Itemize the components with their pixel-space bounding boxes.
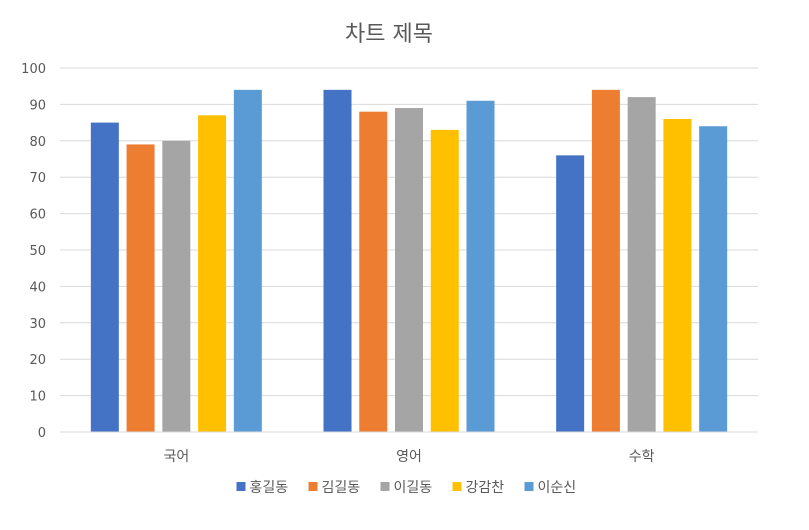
y-tick-label: 90 bbox=[29, 98, 46, 113]
x-category-label: 영어 bbox=[396, 449, 422, 465]
bar-2-2 bbox=[627, 97, 656, 433]
legend-label: 홍길동 bbox=[250, 480, 289, 496]
y-axis-tick-labels: 0 10 20 30 40 50 60 70 80 90 100 bbox=[21, 62, 46, 441]
bars bbox=[90, 89, 728, 433]
legend: 홍길동 김길동 이길동 강감찬 이순신 bbox=[236, 480, 577, 496]
legend-label: 이길동 bbox=[394, 480, 433, 496]
bar-2-3 bbox=[663, 118, 692, 433]
bar-2-0 bbox=[556, 155, 585, 433]
y-tick-label: 10 bbox=[29, 390, 46, 405]
legend-label: 이순신 bbox=[538, 480, 577, 496]
bar-0-3 bbox=[198, 115, 227, 432]
y-tick-label: 0 bbox=[38, 426, 46, 441]
legend-swatch bbox=[524, 482, 534, 491]
legend-swatch bbox=[308, 482, 318, 491]
bar-0-0 bbox=[90, 122, 119, 432]
y-tick-label: 20 bbox=[29, 353, 46, 368]
y-tick-label: 60 bbox=[29, 208, 46, 223]
x-category-label: 수학 bbox=[629, 449, 655, 465]
bar-0-1 bbox=[126, 144, 155, 432]
bar-2-4 bbox=[699, 126, 728, 433]
chart-title: 차트 제목 bbox=[345, 22, 433, 47]
y-tick-label: 40 bbox=[29, 280, 46, 295]
y-tick-label: 80 bbox=[29, 135, 46, 150]
legend-swatch bbox=[452, 482, 462, 491]
bar-2-1 bbox=[591, 89, 620, 432]
bar-1-4 bbox=[466, 100, 495, 432]
bar-1-3 bbox=[430, 129, 459, 432]
x-axis-category-labels: 국어 영어 수학 bbox=[163, 449, 654, 465]
y-tick-label: 50 bbox=[29, 244, 46, 259]
legend-swatch bbox=[236, 482, 246, 491]
legend-swatch bbox=[380, 482, 390, 491]
bar-1-2 bbox=[395, 108, 423, 432]
bar-0-2 bbox=[162, 140, 191, 433]
bar-0-4 bbox=[233, 89, 262, 432]
bar-1-0 bbox=[323, 89, 352, 432]
legend-label: 강감찬 bbox=[466, 480, 505, 496]
legend-label: 김길동 bbox=[322, 480, 361, 496]
y-tick-label: 70 bbox=[29, 171, 46, 186]
bar-1-1 bbox=[359, 111, 388, 433]
y-tick-label: 100 bbox=[21, 62, 46, 77]
x-category-label: 국어 bbox=[163, 449, 189, 465]
y-tick-label: 30 bbox=[29, 317, 46, 332]
